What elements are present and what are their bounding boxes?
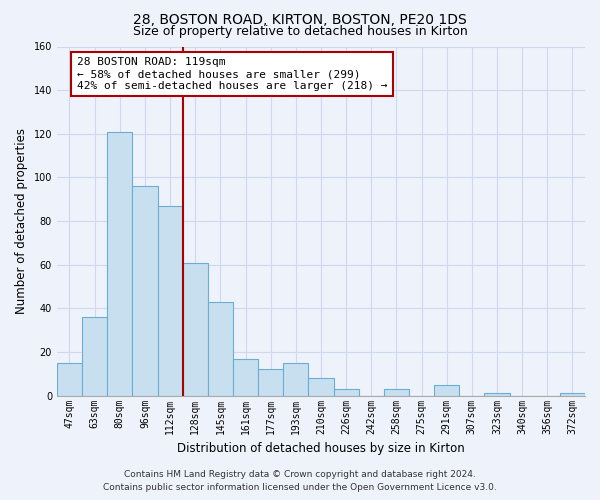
Bar: [560, 394, 585, 396]
Bar: [182, 262, 208, 396]
Bar: [158, 206, 182, 396]
Bar: [308, 378, 334, 396]
Text: Contains HM Land Registry data © Crown copyright and database right 2024.
Contai: Contains HM Land Registry data © Crown c…: [103, 470, 497, 492]
Bar: [258, 370, 283, 396]
X-axis label: Distribution of detached houses by size in Kirton: Distribution of detached houses by size …: [177, 442, 465, 455]
Bar: [133, 186, 158, 396]
Bar: [283, 363, 308, 396]
Bar: [233, 358, 258, 396]
Bar: [384, 389, 409, 396]
Bar: [334, 389, 359, 396]
Text: 28 BOSTON ROAD: 119sqm
← 58% of detached houses are smaller (299)
42% of semi-de: 28 BOSTON ROAD: 119sqm ← 58% of detached…: [77, 58, 388, 90]
Bar: [434, 384, 459, 396]
Bar: [484, 394, 509, 396]
Text: 28, BOSTON ROAD, KIRTON, BOSTON, PE20 1DS: 28, BOSTON ROAD, KIRTON, BOSTON, PE20 1D…: [133, 12, 467, 26]
Bar: [82, 317, 107, 396]
Bar: [57, 363, 82, 396]
Y-axis label: Number of detached properties: Number of detached properties: [15, 128, 28, 314]
Bar: [107, 132, 133, 396]
Bar: [208, 302, 233, 396]
Text: Size of property relative to detached houses in Kirton: Size of property relative to detached ho…: [133, 25, 467, 38]
